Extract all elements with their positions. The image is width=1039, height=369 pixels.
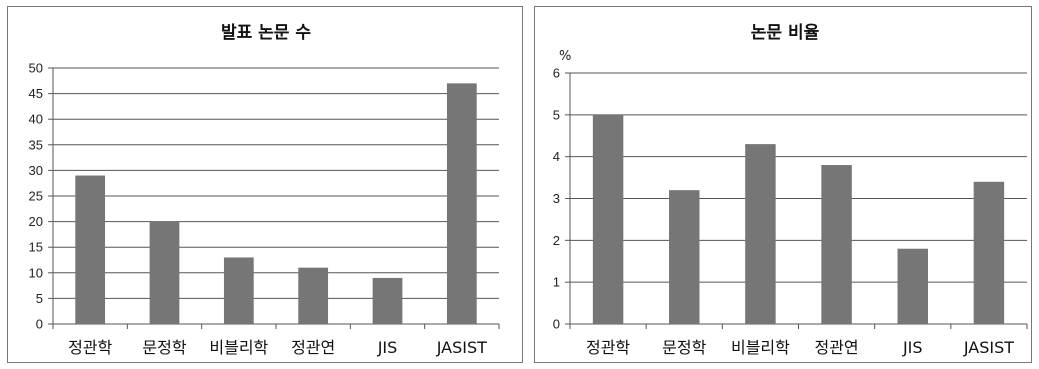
- y-tick-label: 2: [553, 233, 560, 248]
- y-tick-label: 5: [36, 291, 43, 306]
- y-tick-label: 35: [29, 137, 43, 152]
- y-tick-label: 10: [29, 265, 43, 280]
- y-tick-label: 4: [553, 149, 560, 164]
- chart-paper-ratio: 논문 비율% 0 1 2 3 4 5 6 정관학 문정학 비블리학 정관연 JIS JASIST: [553, 23, 1028, 357]
- x-category-label: 정관연: [814, 338, 858, 357]
- bar: [745, 144, 776, 324]
- y-tick-label: 15: [29, 240, 43, 255]
- x-category-label: 문정학: [662, 338, 706, 357]
- chart-paper-count: 발표 논문 수 0 5 10 15 20 25 30 35 40 45 50 정관학 문정학 비블리학 정관연…: [29, 23, 500, 357]
- bar: [897, 248, 928, 324]
- bar: [372, 277, 403, 324]
- y-unit-label: %: [559, 49, 571, 64]
- y-tick-label: 25: [29, 189, 43, 204]
- chart-title: 발표 논문 수: [221, 23, 311, 43]
- x-category-label: 문정학: [142, 338, 186, 357]
- y-tick-label: 20: [29, 214, 43, 229]
- x-category-label: JIS: [902, 338, 923, 357]
- y-tick-label: 1: [553, 275, 560, 290]
- y-tick-label: 0: [36, 317, 43, 332]
- bar: [592, 114, 624, 324]
- chart-title: 논문 비율: [751, 23, 820, 43]
- bar: [669, 190, 700, 324]
- bar: [75, 175, 106, 324]
- bar: [298, 267, 329, 324]
- chart-panel-paper-ratio: 논문 비율% 0 1 2 3 4 5 6 정관학 문정학 비블리학 정관연 JIS JASIST: [534, 6, 1032, 363]
- x-category-label: 정관연: [291, 338, 335, 357]
- bar: [223, 257, 254, 324]
- bar: [973, 181, 1005, 324]
- x-category-label: 비블리학: [731, 338, 790, 357]
- bar: [149, 221, 180, 324]
- y-tick-label: 0: [553, 317, 560, 332]
- chart-panel-paper-count: 발표 논문 수 0 5 10 15 20 25 30 35 40 45 50 정관학 문정학 비블리학 정관연…: [7, 6, 523, 363]
- y-tick-label: 45: [29, 86, 43, 101]
- bar: [446, 83, 477, 324]
- y-tick-label: 6: [553, 66, 560, 81]
- bar: [821, 165, 852, 324]
- y-tick-label: 3: [553, 191, 560, 206]
- y-tick-label: 5: [553, 107, 560, 122]
- x-category-label: 비블리학: [209, 338, 268, 357]
- x-category-label: JASIST: [436, 338, 487, 357]
- y-tick-label: 50: [29, 61, 43, 76]
- x-category-label: JIS: [377, 338, 398, 357]
- x-category-label: 정관학: [586, 338, 630, 357]
- y-tick-label: 30: [29, 163, 43, 178]
- x-category-label: JASIST: [963, 338, 1014, 357]
- y-tick-label: 40: [29, 112, 43, 127]
- x-category-label: 정관학: [68, 338, 112, 357]
